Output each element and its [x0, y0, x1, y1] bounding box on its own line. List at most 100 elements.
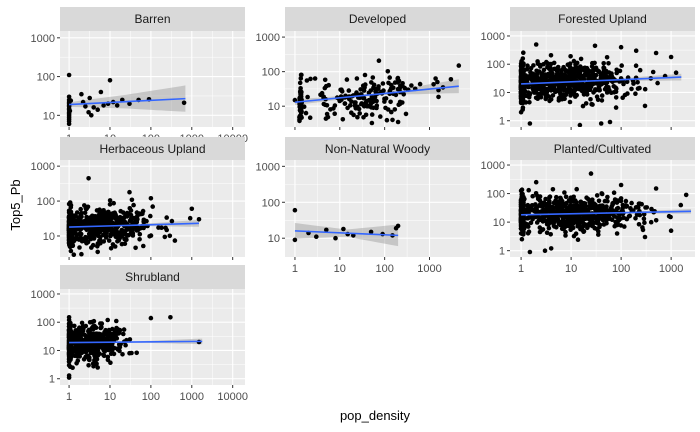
data-point — [89, 344, 95, 350]
data-point — [555, 203, 560, 208]
data-point — [526, 187, 531, 193]
data-point — [103, 235, 109, 240]
data-point — [576, 221, 582, 226]
data-point — [540, 91, 546, 96]
panels-layer: Barren 10 100 1000 1 10 100 1000 10000 Developed 1… — [31, 7, 695, 403]
data-point — [546, 225, 552, 231]
data-point — [66, 214, 72, 220]
data-point — [111, 200, 116, 206]
data-point — [533, 42, 539, 47]
data-point — [642, 86, 648, 92]
data-point — [594, 193, 600, 198]
data-point — [613, 89, 619, 94]
panel-barren: Barren101001000110100100010000 — [31, 7, 248, 145]
data-point — [520, 72, 526, 78]
data-point — [389, 109, 394, 115]
data-point — [623, 198, 629, 204]
panel-title: Shrubland — [125, 270, 180, 284]
panel-data — [66, 315, 203, 380]
data-point — [292, 97, 298, 103]
x-tick-label: 1 — [292, 263, 298, 275]
data-point — [107, 198, 113, 203]
fit-line — [294, 230, 399, 237]
data-point — [519, 89, 525, 95]
data-point — [109, 230, 115, 235]
data-point — [101, 239, 107, 244]
data-point — [591, 74, 596, 80]
data-point — [77, 245, 82, 250]
data-point — [574, 60, 580, 66]
data-point — [79, 91, 84, 97]
data-point — [354, 76, 360, 81]
data-point — [595, 97, 601, 102]
data-point — [105, 317, 110, 323]
data-point — [525, 203, 531, 209]
data-point — [537, 194, 543, 199]
data-point — [577, 122, 583, 127]
data-point — [376, 84, 381, 89]
data-point — [597, 224, 602, 230]
data-point — [548, 232, 553, 237]
data-point — [298, 102, 304, 107]
data-point — [518, 231, 524, 236]
data-point — [655, 80, 660, 86]
data-point — [101, 103, 106, 108]
panel-herbaceous-upland: Herbaceous Upland 10 100 1000 — [31, 137, 245, 260]
data-point — [627, 213, 633, 219]
data-point — [107, 213, 113, 219]
data-point — [115, 230, 121, 235]
data-point — [623, 203, 628, 208]
y-tick-label: 10 — [268, 101, 280, 113]
data-point — [364, 104, 370, 109]
data-point — [384, 117, 390, 123]
data-point — [590, 102, 595, 107]
data-point — [88, 350, 94, 356]
data-point — [653, 218, 659, 223]
data-point — [633, 48, 639, 53]
panel-background — [60, 31, 245, 127]
data-point — [400, 81, 405, 86]
data-point — [87, 331, 93, 336]
data-point — [607, 119, 613, 125]
data-point — [578, 56, 584, 62]
data-point — [98, 325, 103, 331]
data-point — [530, 193, 535, 199]
panel-title: Barren — [134, 12, 170, 26]
data-point — [86, 110, 91, 115]
data-point — [614, 200, 620, 205]
data-point — [642, 220, 647, 225]
data-point — [518, 109, 524, 115]
data-point — [137, 211, 142, 216]
data-point — [588, 171, 594, 176]
data-point — [550, 93, 556, 98]
data-point — [351, 112, 356, 118]
data-point — [112, 244, 118, 249]
data-point — [71, 252, 77, 257]
data-point — [619, 63, 624, 68]
data-point — [539, 227, 544, 233]
y-tick-label: 1000 — [31, 289, 55, 301]
data-point — [573, 94, 578, 99]
x-tick-label: 10 — [565, 263, 577, 275]
data-point — [567, 215, 573, 221]
y-tick-label: 1000 — [481, 160, 505, 172]
data-point — [127, 101, 132, 106]
data-point — [518, 205, 524, 211]
x-axis-title: pop_density — [340, 408, 411, 423]
data-point — [599, 191, 604, 196]
data-point — [581, 67, 586, 72]
data-point — [551, 217, 556, 222]
data-point — [148, 315, 154, 321]
data-point — [611, 190, 617, 195]
panel-strip — [285, 7, 470, 31]
data-point — [673, 70, 679, 75]
data-point — [66, 121, 72, 127]
data-point — [388, 99, 393, 105]
data-point — [668, 214, 673, 220]
data-point — [353, 106, 359, 111]
x-tick-label: 10000 — [217, 391, 248, 403]
data-point — [599, 98, 605, 103]
data-point — [526, 95, 532, 100]
data-point — [83, 354, 88, 360]
data-point — [312, 76, 318, 81]
